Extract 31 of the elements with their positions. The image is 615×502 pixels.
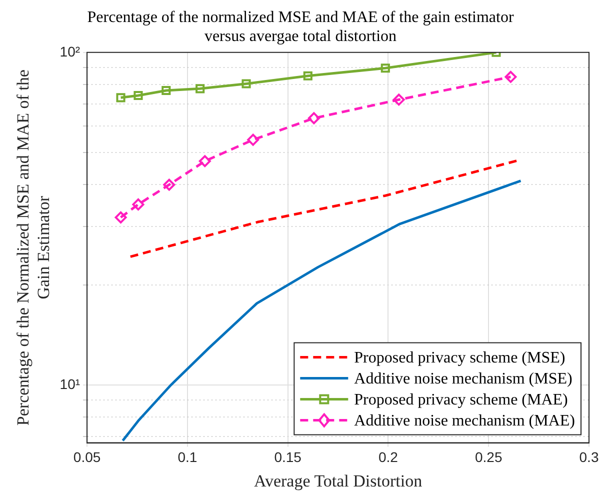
x-tick-label: 0.2 <box>378 449 398 466</box>
point <box>303 71 312 80</box>
point <box>163 178 176 191</box>
chart-title: Percentage of the normalized MSE and MAE of the gain estimator versus avergae total distortion <box>87 8 514 46</box>
point <box>114 211 127 224</box>
line-series <box>129 158 520 258</box>
point <box>132 198 144 210</box>
point <box>392 94 405 106</box>
x-axis-title: Average Total Distortion <box>254 471 423 490</box>
x-tick-label: 0.1 <box>178 449 198 466</box>
x-tick-label: 0.25 <box>474 449 502 466</box>
point <box>134 90 143 100</box>
legend-label: Proposed privacy scheme (MSE) <box>354 350 566 367</box>
y-tick-label: 10¹ <box>60 376 80 392</box>
legend-label: Proposed privacy scheme (MAE) <box>354 392 568 409</box>
point <box>308 112 320 124</box>
point <box>198 155 211 168</box>
point <box>116 93 126 102</box>
point <box>247 134 260 146</box>
point <box>242 79 251 88</box>
x-tick-label: 0.15 <box>274 449 302 466</box>
point <box>504 70 517 83</box>
point <box>196 84 205 94</box>
y-tick-label: 10² <box>60 43 80 60</box>
point <box>380 64 390 73</box>
legend-label: Additive noise mechanism (MAE) <box>354 412 575 430</box>
x-tick-label: 0.3 <box>579 449 599 466</box>
legend-label: Additive noise mechanism (MSE) <box>354 370 572 388</box>
point <box>162 86 171 96</box>
x-tick-label: 0.05 <box>73 449 101 466</box>
y-axis-title: Percentage of the Normalized MSE and MAE of the Gain Estimator <box>14 70 54 426</box>
